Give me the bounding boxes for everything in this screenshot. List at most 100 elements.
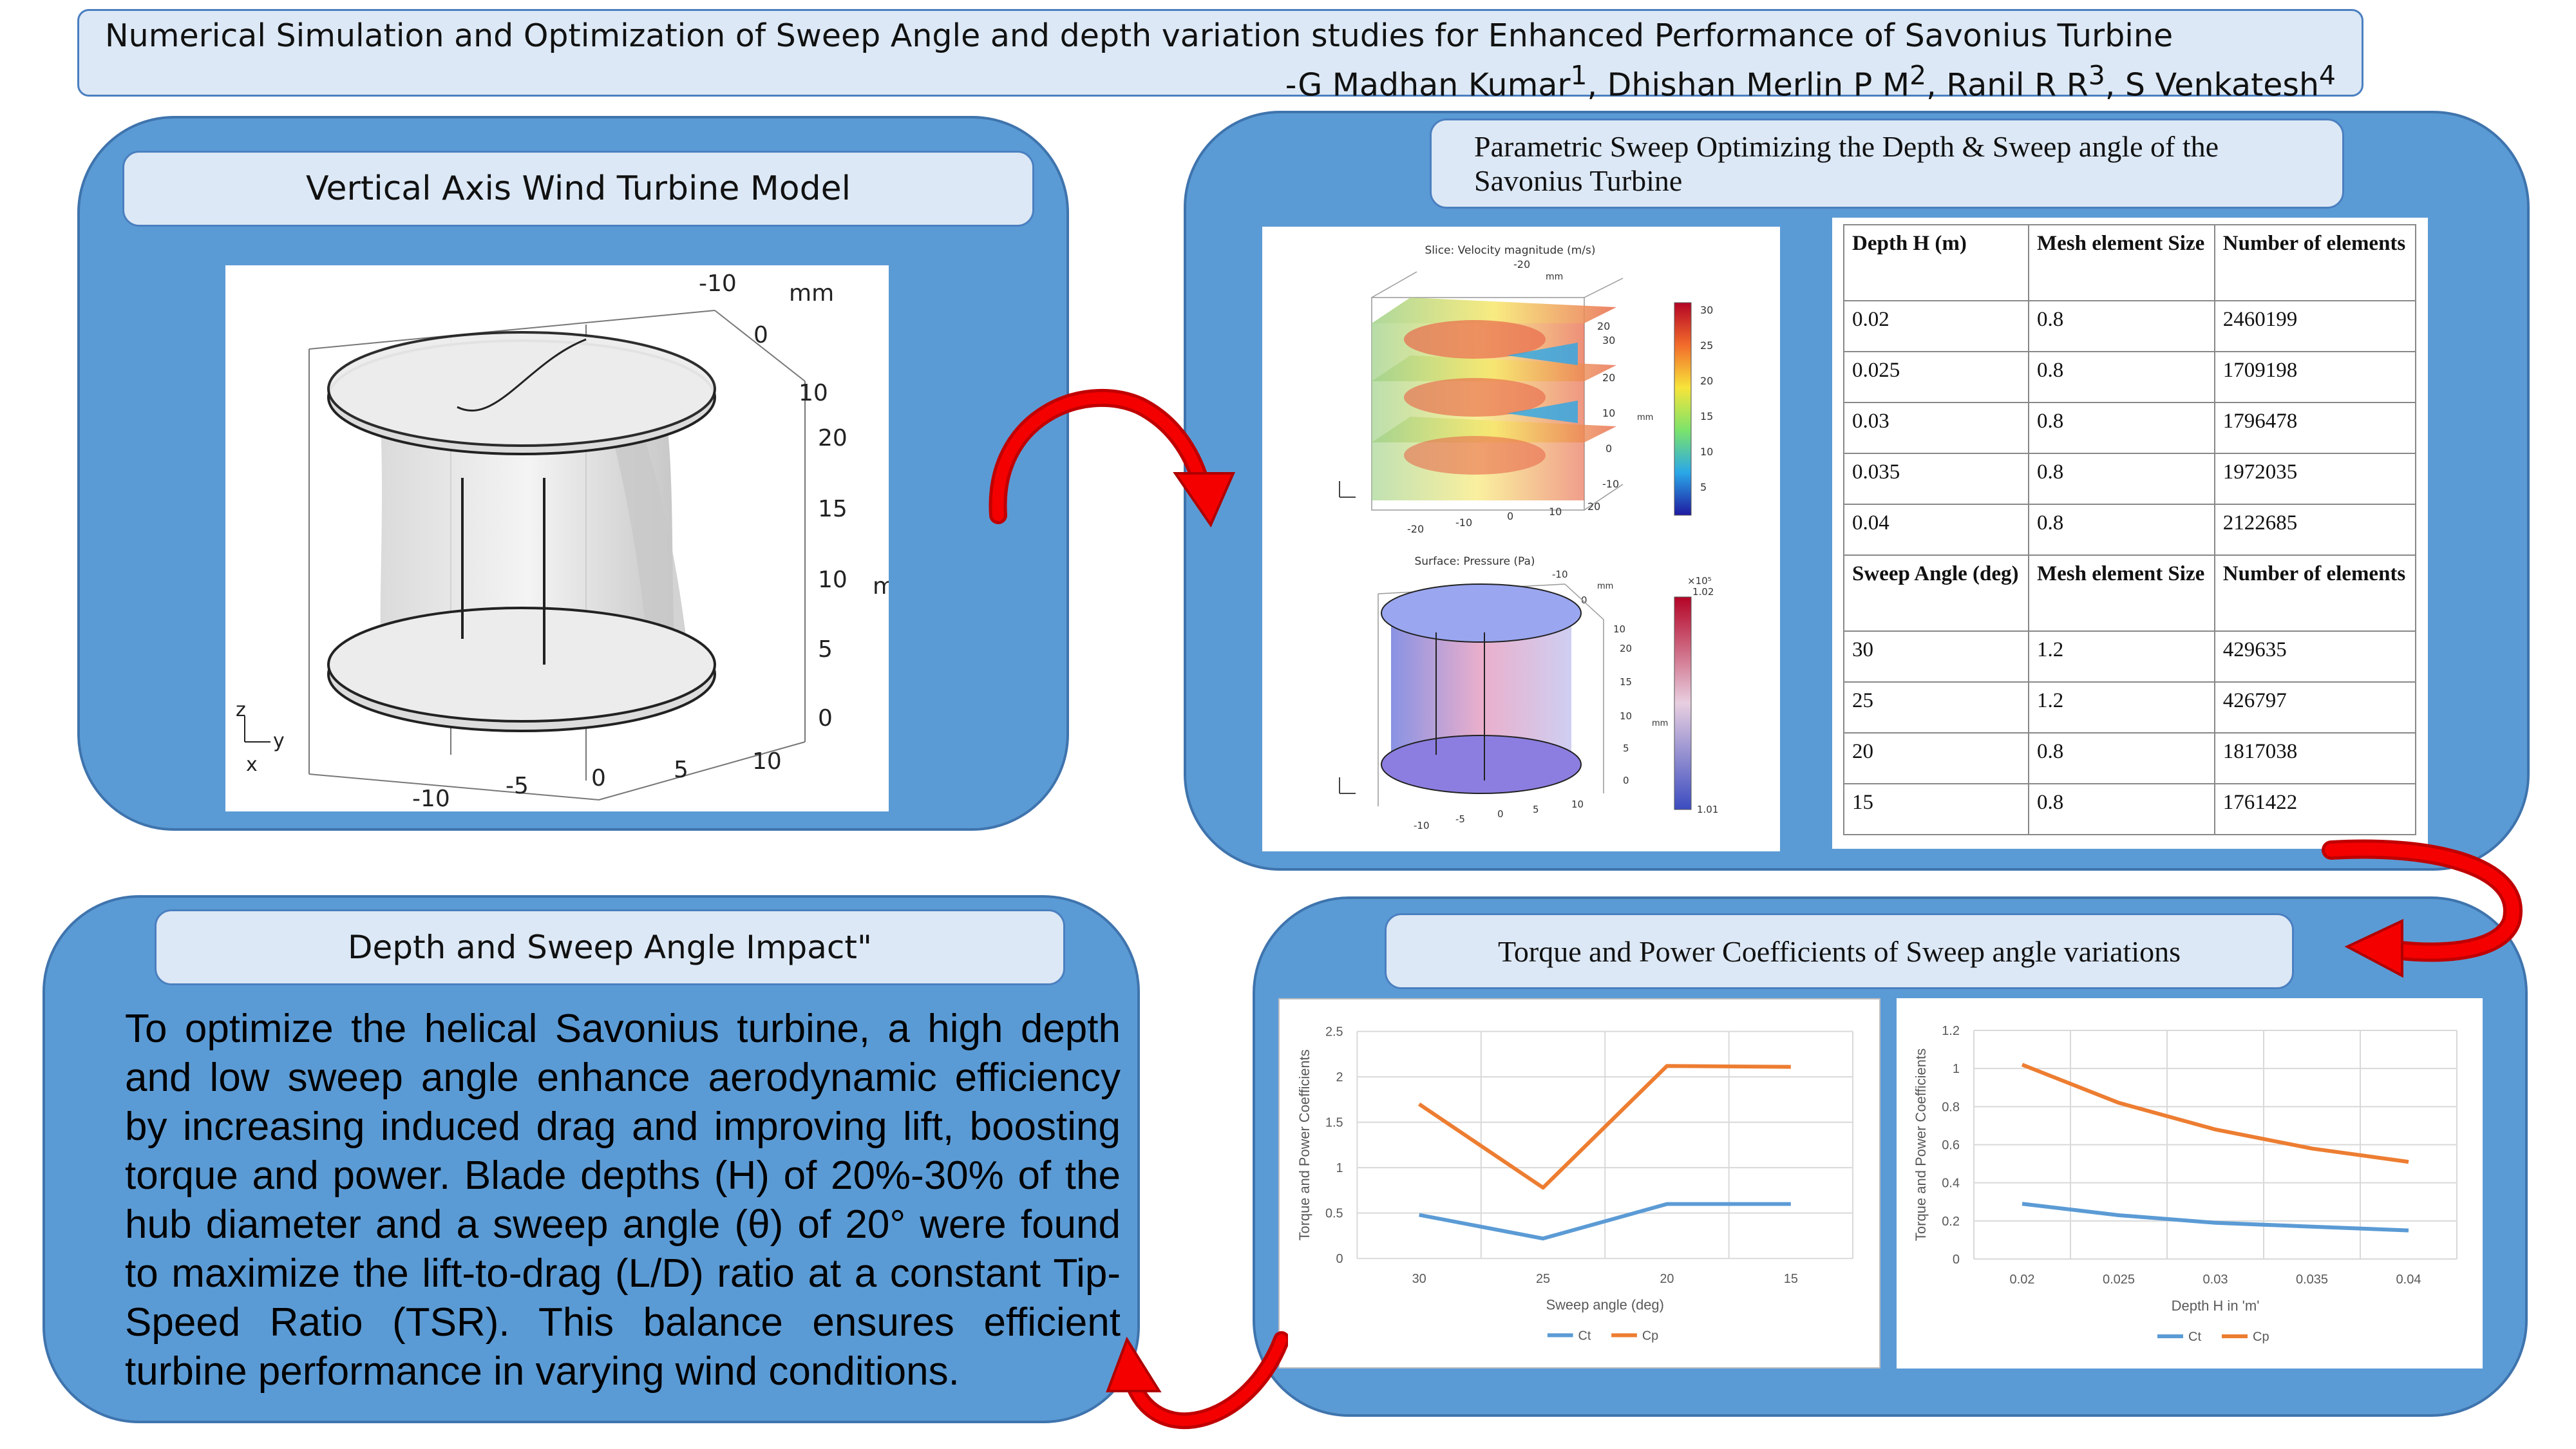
heading-turbine-model: Vertical Axis Wind Turbine Model bbox=[122, 151, 1034, 227]
table-cell: 2122685 bbox=[2213, 504, 2417, 556]
sweep-chart-legend-label-ct: Ct bbox=[1578, 1329, 1591, 1343]
depth-chart-ytick-label: 0.8 bbox=[1942, 1100, 1960, 1114]
affiliation-3: 3 bbox=[2088, 60, 2105, 91]
pressure-bottom-3: 5 bbox=[1533, 804, 1539, 815]
table-cell: 0.8 bbox=[2028, 453, 2215, 505]
table-cell: 426797 bbox=[2213, 681, 2417, 734]
sweep-mesh-header-cell: Mesh element Size bbox=[2028, 554, 2215, 632]
depth-chart-series-ct bbox=[2022, 1202, 2409, 1233]
top-tick-1: 0 bbox=[753, 322, 768, 348]
velocity-side-5: -10 bbox=[1602, 478, 1619, 490]
velocity-scale-3: 15 bbox=[1700, 410, 1713, 422]
pressure-side-0: 10 bbox=[1613, 623, 1625, 635]
pressure-min: 1.01 bbox=[1697, 804, 1718, 815]
z-tick-4: 0 bbox=[818, 705, 833, 732]
depth-mesh-header-cell: Mesh element Size bbox=[2028, 224, 2215, 301]
heading-depth-sweep-impact: Depth and Sweep Angle Impact" bbox=[155, 909, 1065, 985]
table-cell: 0.03 bbox=[1843, 402, 2029, 454]
bottom-tick-3: 5 bbox=[674, 757, 688, 783]
pressure-top-1: mm bbox=[1597, 582, 1613, 591]
table-cell: 30 bbox=[1843, 630, 2029, 683]
bottom-tick-2: 0 bbox=[591, 765, 606, 791]
table-cell: 2460199 bbox=[2213, 300, 2417, 352]
depth-chart-frame: 0 0.2 0.4 0.6 0.8 1 1.2 0.02 0.025 0.03 0.035 0.04 D… bbox=[1897, 998, 2483, 1368]
sweep-chart-ytick-label: 1 bbox=[1336, 1161, 1343, 1175]
velocity-bottom-1: -10 bbox=[1455, 516, 1472, 529]
author-line: -G Madhan Kumar1, Dhishan Merlin P M2, R… bbox=[1285, 60, 2336, 103]
sweep-chart-legend-label-cp: Cp bbox=[1642, 1329, 1658, 1343]
table-cell: 0.035 bbox=[1843, 453, 2029, 505]
sweep-angle-chart: 0 0.5 1 1.5 2 2.5 30 25 20 15 Sweep angle (deg) Tor… bbox=[1296, 1025, 1854, 1343]
sweep-chart-series-ct bbox=[1419, 1202, 1791, 1241]
velocity-bottom-2: 0 bbox=[1507, 510, 1513, 522]
depth-chart-xtick-label: 0.02 bbox=[2010, 1273, 2035, 1287]
velocity-scale-1: 25 bbox=[1700, 339, 1713, 352]
triad-x: x bbox=[246, 753, 258, 776]
velocity-plot-title: Slice: Velocity magnitude (m/s) bbox=[1425, 244, 1595, 257]
sweep-chart-xtick-label: 15 bbox=[1784, 1272, 1798, 1286]
table-cell: 0.8 bbox=[2028, 351, 2215, 403]
pressure-top-2: 0 bbox=[1581, 594, 1587, 606]
pressure-triad bbox=[1339, 777, 1356, 794]
pressure-bottom-4: 10 bbox=[1571, 799, 1584, 810]
heading-depth-sweep-impact-text: Depth and Sweep Angle Impact" bbox=[347, 929, 873, 966]
depth-chart-ylabel: Torque and Power Coefficients bbox=[1913, 1048, 1929, 1241]
author-1: -G Madhan Kumar bbox=[1285, 66, 1571, 104]
velocity-side-0: 20 bbox=[1597, 320, 1610, 332]
pressure-multiplier: ×10⁵ bbox=[1687, 575, 1712, 587]
table-row: 15 0.8 1761422 bbox=[1843, 783, 2417, 835]
pressure-max: 1.02 bbox=[1692, 586, 1714, 598]
arrow-coefficients-to-impact bbox=[1106, 1331, 1288, 1429]
table-cell: 1972035 bbox=[2213, 453, 2417, 505]
affiliation-4: 4 bbox=[2319, 60, 2336, 91]
depth-chart-ytick-label: 0 bbox=[1953, 1253, 1960, 1267]
velocity-side-2: 20 bbox=[1602, 372, 1615, 384]
author-4: , S Venkatesh bbox=[2105, 66, 2320, 104]
velocity-bottom-3: 10 bbox=[1549, 506, 1562, 518]
author-3: , Ranil R R bbox=[1926, 66, 2088, 104]
table-row: 20 0.8 1817038 bbox=[1843, 732, 2417, 784]
table-row: 0.02 0.8 2460199 bbox=[1843, 300, 2417, 352]
author-2: , Dhishan Merlin P M bbox=[1587, 66, 1910, 104]
arrow-model-to-sweep bbox=[989, 388, 1236, 528]
pressure-plot-title: Surface: Pressure (Pa) bbox=[1414, 555, 1535, 568]
table-cell: 1796478 bbox=[2213, 402, 2417, 454]
triad-y: y bbox=[273, 730, 285, 752]
velocity-triad bbox=[1339, 481, 1356, 498]
table-row: 0.03 0.8 1796478 bbox=[1843, 402, 2417, 454]
sweep-header-cell: Sweep Angle (deg) bbox=[1843, 554, 2029, 632]
sweep-chart-xlabel: Sweep angle (deg) bbox=[1546, 1297, 1664, 1313]
triad-z: z bbox=[236, 699, 246, 721]
table-cell: 1709198 bbox=[2213, 351, 2417, 403]
sweep-chart-ytick-label: 2.5 bbox=[1325, 1025, 1343, 1039]
heading-parametric-sweep: Parametric Sweep Optimizing the Depth & … bbox=[1430, 118, 2344, 209]
affiliation-2: 2 bbox=[1909, 60, 1927, 91]
pressure-bottom-0: -10 bbox=[1414, 820, 1430, 831]
bottom-tick-1: -5 bbox=[506, 773, 529, 799]
axis-unit-right: m bbox=[873, 573, 889, 600]
top-tick-0: -10 bbox=[699, 270, 737, 297]
table-cell: 20 bbox=[1843, 732, 2029, 784]
table-cell: 1817038 bbox=[2213, 732, 2417, 784]
table-cell: 0.02 bbox=[1843, 300, 2029, 352]
table-cell: 1.2 bbox=[2028, 681, 2215, 734]
velocity-side-3: 10 bbox=[1602, 407, 1615, 419]
depth-chart: 0 0.2 0.4 0.6 0.8 1 1.2 0.02 0.025 0.03 0.035 0.04 D… bbox=[1913, 1024, 2458, 1344]
table-cell: 25 bbox=[1843, 681, 2029, 734]
axis-unit-label: mm bbox=[789, 280, 834, 307]
z-tick-1: 15 bbox=[818, 496, 848, 522]
table-cell: 0.04 bbox=[1843, 504, 2029, 556]
pressure-side-3: 10 bbox=[1620, 710, 1632, 722]
table-cell: 429635 bbox=[2213, 630, 2417, 683]
orientation-triad: z y x bbox=[236, 699, 285, 776]
velocity-side-4: 0 bbox=[1605, 442, 1612, 455]
heading-turbine-model-text: Vertical Axis Wind Turbine Model bbox=[305, 169, 851, 208]
table-cell: 0.8 bbox=[2028, 783, 2215, 835]
bottom-tick-4: 10 bbox=[752, 748, 782, 775]
velocity-top-tick: -20 bbox=[1513, 258, 1530, 270]
pressure-side-5: 0 bbox=[1623, 775, 1629, 786]
depth-chart-ytick-label: 1 bbox=[1953, 1062, 1960, 1076]
simulation-plots: Slice: Velocity magnitude (m/s) -20 mm 3… bbox=[1339, 244, 1718, 831]
table-cell: 0.8 bbox=[2028, 402, 2215, 454]
bottom-tick-0: -10 bbox=[412, 786, 450, 811]
